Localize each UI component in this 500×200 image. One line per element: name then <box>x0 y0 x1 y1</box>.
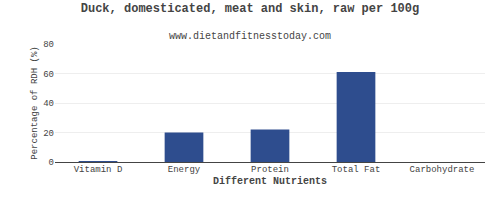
svg-text:www.dietandfitnesstoday.com: www.dietandfitnesstoday.com <box>169 31 331 42</box>
svg-text:Energy: Energy <box>168 165 201 175</box>
svg-text:80: 80 <box>43 40 54 50</box>
svg-text:40: 40 <box>43 99 54 109</box>
svg-text:60: 60 <box>43 70 54 80</box>
svg-text:Vitamin D: Vitamin D <box>74 165 123 175</box>
svg-text:Duck, domesticated, meat and s: Duck, domesticated, meat and skin, raw p… <box>81 2 419 16</box>
svg-text:Protein: Protein <box>251 165 289 175</box>
svg-text:Different Nutrients: Different Nutrients <box>213 176 327 187</box>
svg-text:0: 0 <box>49 158 54 168</box>
svg-text:Carbohydrate: Carbohydrate <box>410 165 475 175</box>
svg-text:Percentage of RDH (%): Percentage of RDH (%) <box>30 46 40 159</box>
svg-text:20: 20 <box>43 129 54 139</box>
svg-text:Total Fat: Total Fat <box>332 165 381 175</box>
